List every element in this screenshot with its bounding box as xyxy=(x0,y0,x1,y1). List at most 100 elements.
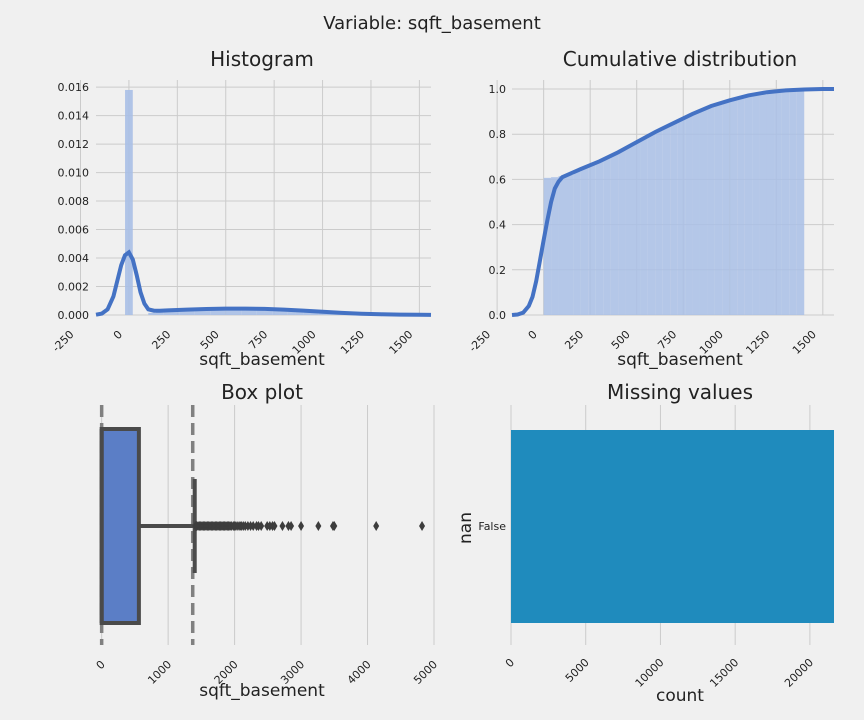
boxplot-x-label: sqft_basement xyxy=(199,681,325,701)
cumulative-bar xyxy=(677,119,686,315)
cumulative-x-tick-label: 750 xyxy=(655,328,679,352)
cumulative-bar xyxy=(685,115,693,315)
missing-y-label: nan xyxy=(456,512,476,544)
cumulative-bar xyxy=(796,89,805,316)
histogram-y-ticks: 0.000 0.002 0.004 0.006 0.008 0.010 0.012 0.014… xyxy=(58,81,90,322)
histogram-bar xyxy=(202,310,211,315)
boxplot-outlier xyxy=(288,521,295,531)
histogram-bar xyxy=(217,309,226,315)
boxplot-outlier xyxy=(271,521,278,531)
histogram-kde-line xyxy=(95,249,432,317)
histogram-x-tick-label: 500 xyxy=(198,328,222,352)
cumulative-bar xyxy=(699,109,708,316)
histogram-panel: Histogram -250 0 250 500 750 1000 1250 1500 0.0… xyxy=(50,47,432,370)
boxplot-x-tick-label: 0 xyxy=(94,658,108,672)
missing-x-ticks: 0 5000 10000 15000 20000 xyxy=(503,656,816,690)
histogram-bar xyxy=(210,309,218,315)
boxplot-panel: Box plot 0 1000 2000 3000 4000 5000 sqft_base… xyxy=(94,380,440,701)
cumulative-y-ticks: 0.0 0.2 0.4 0.6 0.8 1.0 xyxy=(489,83,507,322)
cumulative-bar xyxy=(729,100,738,315)
histogram-bar xyxy=(248,310,257,315)
cumulative-x-tick-label: 1500 xyxy=(790,328,819,357)
histogram-y-tick-label: 0.004 xyxy=(58,252,90,265)
cumulative-x-tick-label: 0 xyxy=(526,328,540,342)
cumulative-bar xyxy=(759,94,767,315)
cumulative-bar xyxy=(618,150,626,315)
histogram-bar xyxy=(279,311,288,315)
histogram-bar xyxy=(171,310,180,315)
histogram-bar xyxy=(148,312,157,315)
cumulative-bar xyxy=(603,157,611,315)
cumulative-x-label: sqft_basement xyxy=(617,350,743,370)
histogram-grid xyxy=(80,80,431,316)
histogram-x-tick-label: 0 xyxy=(111,328,125,342)
cumulative-cdf-line xyxy=(511,87,834,317)
histogram-bar xyxy=(194,310,203,315)
figure-suptitle: Variable: sqft_basement xyxy=(323,13,541,34)
cumulative-bar xyxy=(744,96,753,315)
boxplot-iqr-box xyxy=(99,427,141,625)
cumulative-y-tick-label: 0.2 xyxy=(489,264,507,277)
cumulative-y-tick-label: 0.4 xyxy=(489,219,507,232)
boxplot-x-tick-label: 5000 xyxy=(411,658,440,687)
cumulative-bar xyxy=(625,145,633,315)
histogram-bar xyxy=(156,312,164,315)
cumulative-bar xyxy=(573,171,581,315)
cumulative-bar xyxy=(610,154,619,315)
histogram-y-tick-label: 0.008 xyxy=(58,195,90,208)
missing-y-tick-label: False xyxy=(478,520,506,533)
cumulative-bars xyxy=(543,89,805,316)
missing-x-label: count xyxy=(656,686,704,706)
histogram-bar xyxy=(256,310,265,315)
cumulative-y-tick-label: 0.6 xyxy=(489,173,507,186)
cumulative-title: Cumulative distribution xyxy=(563,47,797,71)
histogram-y-tick-label: 0.012 xyxy=(58,138,90,151)
cumulative-bar xyxy=(580,168,589,315)
histogram-y-tick-label: 0.010 xyxy=(58,167,90,180)
histogram-y-tick-label: 0.002 xyxy=(58,281,90,294)
histogram-y-tick-label: 0.016 xyxy=(58,81,90,94)
cumulative-x-tick-label: -250 xyxy=(466,328,493,355)
histogram-x-tick-label: -250 xyxy=(50,328,77,355)
cumulative-bar xyxy=(565,174,574,315)
boxplot-outlier xyxy=(373,521,380,531)
boxplot-box xyxy=(99,405,197,645)
boxplot-x-tick-label: 1000 xyxy=(145,658,174,687)
histogram-bar xyxy=(225,309,234,315)
boxplot-outliers xyxy=(192,521,426,531)
cumulative-bar xyxy=(737,98,745,315)
boxplot-title: Box plot xyxy=(221,380,303,404)
cumulative-bar xyxy=(632,142,641,315)
boxplot-outlier xyxy=(250,521,257,531)
cumulative-bar xyxy=(766,93,775,315)
histogram-x-tick-label: 250 xyxy=(149,328,173,352)
cumulative-x-tick-label: 250 xyxy=(562,328,586,352)
histogram-title: Histogram xyxy=(210,47,314,71)
histogram-x-tick-label: 1500 xyxy=(387,328,416,357)
boxplot-outlier xyxy=(419,521,426,531)
histogram-bar xyxy=(264,310,273,315)
histogram-bar xyxy=(295,311,304,315)
missing-x-tick-label: 10000 xyxy=(633,656,667,690)
cumulative-bar xyxy=(774,92,782,315)
missing-x-tick-label: 20000 xyxy=(782,656,816,690)
histogram-bar xyxy=(318,312,327,315)
histogram-bar xyxy=(233,309,242,315)
cumulative-y-tick-label: 0.8 xyxy=(489,128,507,141)
cumulative-bar xyxy=(647,134,656,315)
cumulative-bar xyxy=(722,102,730,316)
boxplot-outlier xyxy=(315,521,322,531)
boxplot-x-tick-label: 4000 xyxy=(345,658,374,687)
histogram-bar xyxy=(303,312,311,315)
cumulative-panel: Cumulative distribution -250 0 250 500 750 10… xyxy=(466,47,834,370)
missing-y-ticks: False xyxy=(478,520,506,533)
histogram-bar xyxy=(310,312,319,315)
histogram-bar xyxy=(272,311,280,315)
cumulative-bar xyxy=(670,122,678,315)
histogram-bar xyxy=(187,310,195,315)
histogram-bar xyxy=(287,311,296,315)
cumulative-bar xyxy=(595,161,604,315)
histogram-y-tick-label: 0.000 xyxy=(58,309,90,322)
missing-panel: Missing values 0 5000 10000 15000 20000 Fals… xyxy=(456,380,834,706)
histogram-x-tick-label: 750 xyxy=(246,328,270,352)
